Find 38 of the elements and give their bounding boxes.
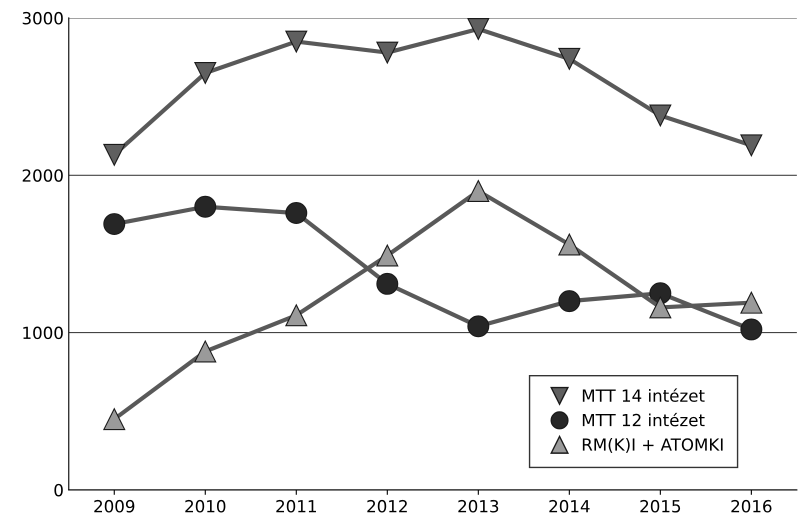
x-tick-label: 2014 bbox=[549, 500, 590, 513]
point bbox=[558, 290, 580, 312]
point bbox=[467, 180, 490, 202]
point bbox=[194, 62, 216, 84]
point bbox=[467, 18, 490, 40]
legend-label: MTT 14 intézet bbox=[582, 388, 705, 402]
legend-label: RM(K)I + ATOMKI bbox=[582, 438, 723, 453]
y-tick-label: 3000 bbox=[22, 12, 63, 25]
x-tick-label: 2012 bbox=[367, 500, 407, 513]
x-tick-label: 2011 bbox=[276, 500, 316, 513]
point bbox=[740, 292, 762, 314]
x-tick-label: 2013 bbox=[458, 500, 498, 513]
y-tick-label: 2000 bbox=[22, 169, 63, 182]
point bbox=[376, 244, 398, 266]
point bbox=[740, 134, 762, 156]
point bbox=[103, 213, 126, 236]
point bbox=[649, 296, 672, 318]
point bbox=[285, 304, 308, 326]
point bbox=[285, 202, 308, 224]
point bbox=[376, 272, 398, 295]
x-tick-label: 2010 bbox=[185, 500, 226, 513]
y-tick-label: 1000 bbox=[23, 326, 63, 340]
point bbox=[467, 315, 490, 338]
y-tick-label: 0 bbox=[54, 484, 63, 496]
x-tick-label: 2015 bbox=[640, 500, 680, 513]
point bbox=[649, 104, 672, 126]
point bbox=[194, 196, 216, 218]
point bbox=[376, 42, 398, 64]
legend-label: MTT 12 intézet bbox=[582, 412, 705, 426]
point bbox=[285, 30, 308, 53]
point bbox=[103, 144, 126, 166]
x-tick-label: 2016 bbox=[731, 500, 772, 513]
point bbox=[558, 234, 580, 256]
point bbox=[740, 318, 762, 340]
point bbox=[558, 48, 580, 70]
point bbox=[194, 340, 216, 362]
point bbox=[103, 408, 126, 430]
x-tick-label: 2009 bbox=[94, 500, 134, 513]
